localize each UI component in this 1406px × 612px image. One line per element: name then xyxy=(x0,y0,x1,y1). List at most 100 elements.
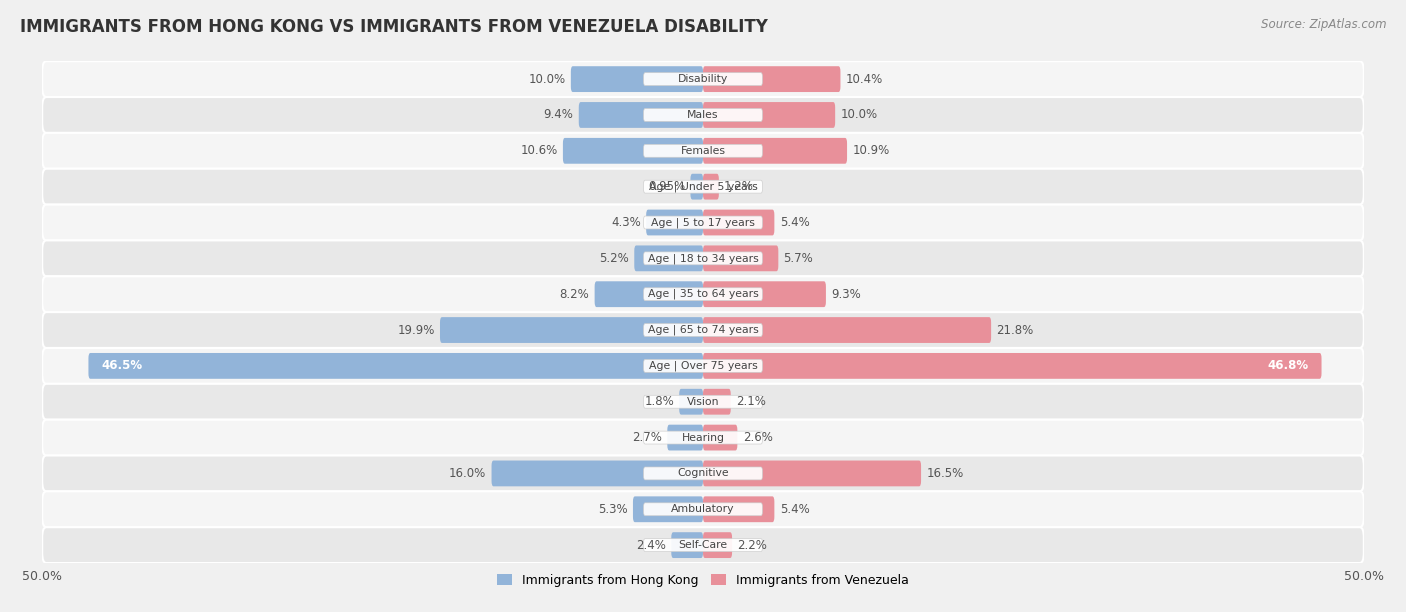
Text: 5.2%: 5.2% xyxy=(599,252,628,265)
FancyBboxPatch shape xyxy=(644,73,762,86)
Text: Age | 65 to 74 years: Age | 65 to 74 years xyxy=(648,325,758,335)
Text: 0.95%: 0.95% xyxy=(648,180,685,193)
Text: 9.4%: 9.4% xyxy=(544,108,574,121)
FancyBboxPatch shape xyxy=(42,241,1364,276)
Text: 5.4%: 5.4% xyxy=(780,503,810,516)
FancyBboxPatch shape xyxy=(644,144,762,157)
FancyBboxPatch shape xyxy=(644,252,762,265)
Text: 21.8%: 21.8% xyxy=(997,324,1033,337)
Text: 10.0%: 10.0% xyxy=(529,73,565,86)
FancyBboxPatch shape xyxy=(492,460,703,487)
FancyBboxPatch shape xyxy=(42,420,1364,455)
FancyBboxPatch shape xyxy=(703,66,841,92)
Text: 10.0%: 10.0% xyxy=(841,108,877,121)
FancyBboxPatch shape xyxy=(644,216,762,229)
Text: Vision: Vision xyxy=(686,397,720,407)
FancyBboxPatch shape xyxy=(703,532,733,558)
FancyBboxPatch shape xyxy=(703,102,835,128)
Text: 5.3%: 5.3% xyxy=(598,503,627,516)
Text: 2.4%: 2.4% xyxy=(636,539,666,551)
Text: 9.3%: 9.3% xyxy=(831,288,860,300)
Text: Males: Males xyxy=(688,110,718,120)
FancyBboxPatch shape xyxy=(644,324,762,337)
FancyBboxPatch shape xyxy=(634,245,703,271)
FancyBboxPatch shape xyxy=(703,317,991,343)
FancyBboxPatch shape xyxy=(644,108,762,121)
Text: Source: ZipAtlas.com: Source: ZipAtlas.com xyxy=(1261,18,1386,31)
FancyBboxPatch shape xyxy=(703,174,718,200)
Text: 5.4%: 5.4% xyxy=(780,216,810,229)
Text: Hearing: Hearing xyxy=(682,433,724,442)
Text: 10.9%: 10.9% xyxy=(852,144,890,157)
FancyBboxPatch shape xyxy=(703,425,737,450)
FancyBboxPatch shape xyxy=(644,288,762,300)
Text: Disability: Disability xyxy=(678,74,728,84)
FancyBboxPatch shape xyxy=(647,209,703,236)
Text: Self-Care: Self-Care xyxy=(679,540,727,550)
FancyBboxPatch shape xyxy=(42,491,1364,527)
Text: Age | 35 to 64 years: Age | 35 to 64 years xyxy=(648,289,758,299)
FancyBboxPatch shape xyxy=(440,317,703,343)
FancyBboxPatch shape xyxy=(703,496,775,522)
FancyBboxPatch shape xyxy=(595,282,703,307)
FancyBboxPatch shape xyxy=(668,425,703,450)
FancyBboxPatch shape xyxy=(42,384,1364,420)
FancyBboxPatch shape xyxy=(703,209,775,236)
Text: Age | 18 to 34 years: Age | 18 to 34 years xyxy=(648,253,758,264)
FancyBboxPatch shape xyxy=(579,102,703,128)
Text: 16.0%: 16.0% xyxy=(449,467,486,480)
FancyBboxPatch shape xyxy=(690,174,703,200)
Text: IMMIGRANTS FROM HONG KONG VS IMMIGRANTS FROM VENEZUELA DISABILITY: IMMIGRANTS FROM HONG KONG VS IMMIGRANTS … xyxy=(20,18,768,36)
FancyBboxPatch shape xyxy=(42,169,1364,204)
Text: 10.4%: 10.4% xyxy=(846,73,883,86)
FancyBboxPatch shape xyxy=(703,138,846,164)
Text: Ambulatory: Ambulatory xyxy=(671,504,735,514)
Legend: Immigrants from Hong Kong, Immigrants from Venezuela: Immigrants from Hong Kong, Immigrants fr… xyxy=(498,574,908,587)
Text: 16.5%: 16.5% xyxy=(927,467,963,480)
FancyBboxPatch shape xyxy=(703,282,825,307)
Text: 2.7%: 2.7% xyxy=(633,431,662,444)
Text: Age | Over 75 years: Age | Over 75 years xyxy=(648,360,758,371)
FancyBboxPatch shape xyxy=(703,460,921,487)
Text: 8.2%: 8.2% xyxy=(560,288,589,300)
FancyBboxPatch shape xyxy=(42,527,1364,563)
FancyBboxPatch shape xyxy=(644,503,762,516)
Text: 19.9%: 19.9% xyxy=(398,324,434,337)
FancyBboxPatch shape xyxy=(42,61,1364,97)
FancyBboxPatch shape xyxy=(42,312,1364,348)
Text: 5.7%: 5.7% xyxy=(783,252,813,265)
FancyBboxPatch shape xyxy=(644,467,762,480)
FancyBboxPatch shape xyxy=(703,353,1322,379)
FancyBboxPatch shape xyxy=(562,138,703,164)
Text: 46.8%: 46.8% xyxy=(1267,359,1309,372)
Text: 4.3%: 4.3% xyxy=(612,216,641,229)
FancyBboxPatch shape xyxy=(633,496,703,522)
Text: 10.6%: 10.6% xyxy=(520,144,558,157)
FancyBboxPatch shape xyxy=(644,180,762,193)
Text: 1.2%: 1.2% xyxy=(724,180,754,193)
FancyBboxPatch shape xyxy=(671,532,703,558)
FancyBboxPatch shape xyxy=(644,395,762,408)
Text: Age | 5 to 17 years: Age | 5 to 17 years xyxy=(651,217,755,228)
FancyBboxPatch shape xyxy=(42,276,1364,312)
Text: 2.2%: 2.2% xyxy=(737,539,768,551)
FancyBboxPatch shape xyxy=(644,539,762,551)
FancyBboxPatch shape xyxy=(703,245,779,271)
FancyBboxPatch shape xyxy=(42,455,1364,491)
FancyBboxPatch shape xyxy=(644,359,762,372)
FancyBboxPatch shape xyxy=(89,353,703,379)
FancyBboxPatch shape xyxy=(679,389,703,415)
FancyBboxPatch shape xyxy=(42,97,1364,133)
FancyBboxPatch shape xyxy=(703,389,731,415)
FancyBboxPatch shape xyxy=(42,204,1364,241)
Text: 2.6%: 2.6% xyxy=(742,431,772,444)
Text: Age | Under 5 years: Age | Under 5 years xyxy=(648,181,758,192)
FancyBboxPatch shape xyxy=(644,431,762,444)
Text: Females: Females xyxy=(681,146,725,156)
FancyBboxPatch shape xyxy=(571,66,703,92)
FancyBboxPatch shape xyxy=(42,348,1364,384)
Text: 1.8%: 1.8% xyxy=(644,395,673,408)
FancyBboxPatch shape xyxy=(42,133,1364,169)
Text: 2.1%: 2.1% xyxy=(737,395,766,408)
Text: 46.5%: 46.5% xyxy=(101,359,143,372)
